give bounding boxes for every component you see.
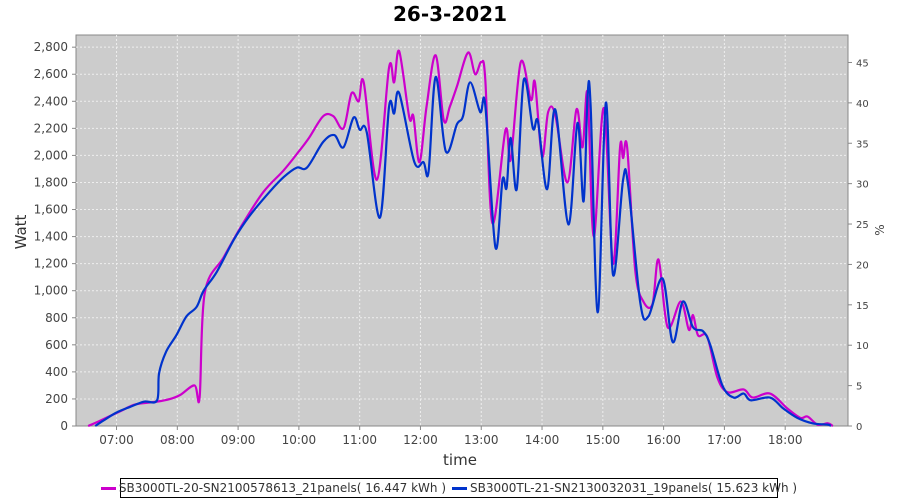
chart-title: 26-3-2021 xyxy=(392,2,507,26)
legend-item: SB3000TL-20-SN2100578613_21panels( 16.44… xyxy=(100,481,446,495)
y2-tick-label: 15 xyxy=(856,301,869,312)
y2-tick-label: 45 xyxy=(856,58,869,69)
y2-tick-label: 25 xyxy=(856,220,869,231)
y-tick-label: 800 xyxy=(45,311,68,325)
x-tick-label: 18:00 xyxy=(768,433,803,447)
legend-swatch-blue xyxy=(452,486,467,490)
y-tick-label: 2,800 xyxy=(34,40,68,54)
y2-tick-label: 0 xyxy=(856,422,862,433)
y-tick-label: 600 xyxy=(45,338,68,352)
plot-area xyxy=(75,34,849,427)
y-tick-label: 400 xyxy=(45,365,68,379)
legend: SB3000TL-20-SN2100578613_21panels( 16.44… xyxy=(100,478,797,498)
x-tick-label: 16:00 xyxy=(646,433,681,447)
y-tick-label: 2,400 xyxy=(34,94,68,108)
y-tick-label: 2,000 xyxy=(34,148,68,162)
series-line-1 xyxy=(94,75,832,428)
x-tick-label: 07:00 xyxy=(99,433,134,447)
series-lines xyxy=(87,49,834,428)
y2-tick-label: 10 xyxy=(856,341,869,352)
legend-label: SB3000TL-20-SN2100578613_21panels( 16.44… xyxy=(118,481,446,495)
y-tick-label: 2,200 xyxy=(34,121,68,135)
x-tick-label: 12:00 xyxy=(403,433,438,447)
y2-tick-label: 30 xyxy=(856,180,869,191)
legend-label: SB3000TL-21-SN2130032031_19panels( 15.62… xyxy=(470,481,798,495)
y-tick-label: 0 xyxy=(60,419,68,433)
axis-ticks: 07:00 08:00 09:00 10:00 11:00 12:00 13:00 14:00… xyxy=(34,40,869,447)
x-tick-label: 13:00 xyxy=(464,433,499,447)
x-tick-label: 09:00 xyxy=(221,433,256,447)
y-tick-label: 1,600 xyxy=(34,203,68,217)
y-tick-label: 1,400 xyxy=(34,230,68,244)
y2-tick-label: 5 xyxy=(856,382,862,393)
x-axis-label: time xyxy=(443,451,477,469)
y-tick-label: 200 xyxy=(45,392,68,406)
series-line-0 xyxy=(87,49,834,428)
y-tick-label: 1,200 xyxy=(34,257,68,271)
y-tick-label: 2,600 xyxy=(34,67,68,81)
y2-tick-label: 20 xyxy=(856,260,869,271)
x-tick-label: 11:00 xyxy=(342,433,377,447)
legend-swatch-magenta xyxy=(100,486,116,490)
y-tick-label: 1,000 xyxy=(34,284,68,298)
y2-tick-label: 35 xyxy=(856,139,869,150)
y2-tick-label: 40 xyxy=(856,99,869,110)
x-tick-label: 14:00 xyxy=(525,433,560,447)
x-tick-label: 15:00 xyxy=(586,433,621,447)
x-tick-label: 08:00 xyxy=(160,433,195,447)
x-tick-label: 10:00 xyxy=(282,433,317,447)
y2-axis-label: % xyxy=(873,224,887,235)
legend-item: SB3000TL-21-SN2130032031_19panels( 15.62… xyxy=(452,481,797,495)
line-chart: 07:00 08:00 09:00 10:00 11:00 12:00 13:00 14:00… xyxy=(12,34,887,469)
y-axis-label: Watt xyxy=(12,214,30,249)
y-tick-label: 1,800 xyxy=(34,175,68,189)
x-tick-label: 17:00 xyxy=(707,433,742,447)
